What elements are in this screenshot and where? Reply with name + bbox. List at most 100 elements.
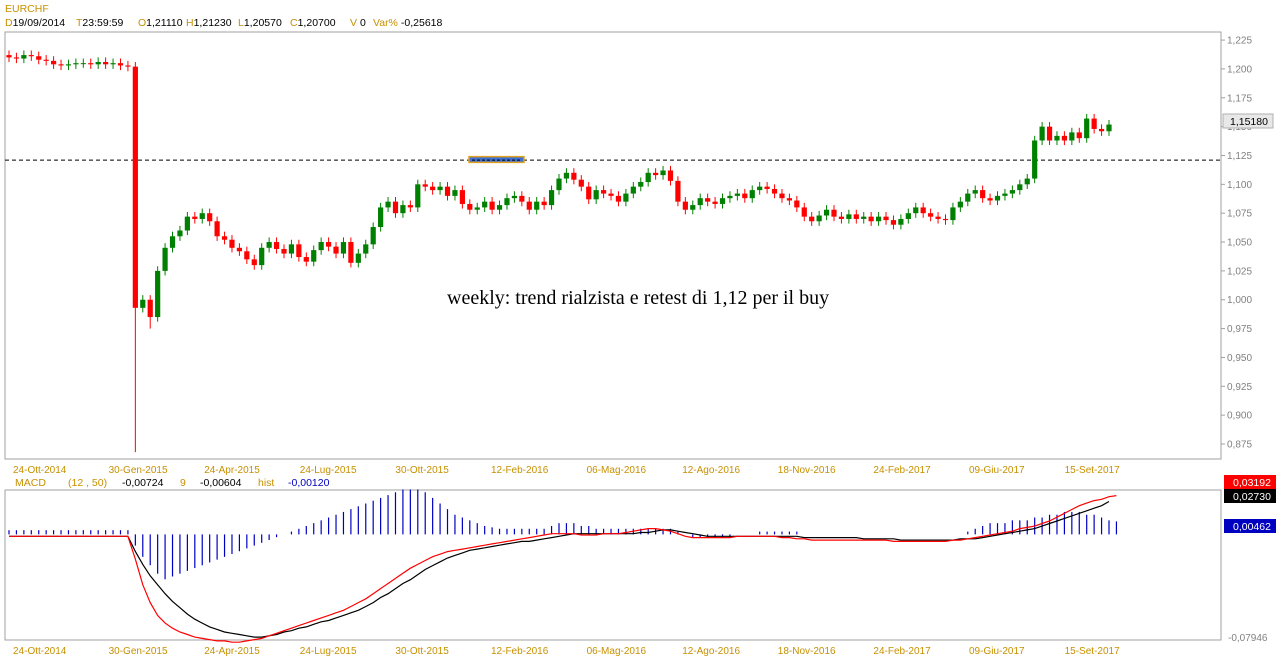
date-label: 24-Lug-2015 xyxy=(300,465,357,476)
candle-body xyxy=(370,227,376,245)
candle-body xyxy=(400,205,406,214)
date-label: 09-Giu-2017 xyxy=(969,465,1025,476)
macd-date-label: 30-Gen-2015 xyxy=(109,646,168,657)
candle-body xyxy=(794,200,800,208)
header-c-label: C xyxy=(290,17,298,29)
candle-body xyxy=(88,63,94,65)
candle-body xyxy=(415,184,421,208)
candle-body xyxy=(1009,190,1015,194)
candle-body xyxy=(251,259,257,266)
candle-body xyxy=(392,201,399,214)
price-tick-label: 1,100 xyxy=(1227,180,1252,191)
candle-body xyxy=(1054,135,1060,141)
candle-body xyxy=(296,244,302,258)
candle-body xyxy=(571,172,577,180)
date-label: 06-Mag-2016 xyxy=(587,465,647,476)
macd-date-label: 24-Apr-2015 xyxy=(204,646,260,657)
candle-body xyxy=(890,220,897,225)
macd-histogram xyxy=(8,489,1118,580)
candle-body xyxy=(221,236,228,240)
macd-date-label: 24-Feb-2017 xyxy=(873,646,931,657)
candle-body xyxy=(861,216,867,219)
candle-body xyxy=(846,214,852,219)
header-d-label: D xyxy=(5,17,13,29)
candle-body xyxy=(125,65,131,67)
candle-body xyxy=(467,203,473,210)
candle-body xyxy=(482,201,488,208)
candle-body xyxy=(28,55,34,57)
candle-body xyxy=(244,251,250,260)
candle-body xyxy=(288,244,295,254)
last-price-label: 1,15180 xyxy=(1230,116,1268,128)
candle-body xyxy=(972,190,978,194)
price-date-axis: 24-Ott-2014 30-Gen-2015 24-Apr-2015 24-Lug-… xyxy=(13,465,1120,476)
candle-body xyxy=(73,63,79,65)
candle-body xyxy=(563,172,570,179)
candle-body xyxy=(868,216,874,222)
price-tick-label: 1,225 xyxy=(1227,36,1252,47)
candle-body xyxy=(764,186,770,189)
candle-body xyxy=(742,193,748,199)
header-h-label: H xyxy=(186,17,194,29)
macd-date-label: 30-Ott-2015 xyxy=(395,646,449,657)
candle-body xyxy=(385,201,391,208)
candle-body xyxy=(214,221,220,237)
candle-body xyxy=(229,239,235,248)
candle-body xyxy=(21,55,27,59)
candle-body xyxy=(363,244,369,254)
candle-body xyxy=(132,66,138,308)
candle-body xyxy=(1046,126,1053,141)
candle-body xyxy=(749,190,755,199)
candle-body xyxy=(623,193,629,202)
candle-body xyxy=(348,242,354,263)
candle-body xyxy=(155,270,161,318)
candle-body xyxy=(378,207,384,228)
date-label: 24-Feb-2017 xyxy=(873,465,931,476)
candle-body xyxy=(140,299,146,308)
candle-body xyxy=(757,186,763,191)
macd-date-axis: 24-Ott-2014 30-Gen-2015 24-Apr-2015 24-Lug-… xyxy=(13,646,1120,657)
candle-body xyxy=(80,63,86,65)
macd-hist-label: hist xyxy=(258,477,274,489)
candle-body xyxy=(110,63,116,65)
candle-body xyxy=(712,201,718,204)
candle-body xyxy=(311,250,317,262)
candle-body xyxy=(1061,135,1068,141)
macd-black-label: 0,02730 xyxy=(1233,491,1271,503)
candle-body xyxy=(1091,118,1097,129)
price-tick-label: 0,975 xyxy=(1227,324,1252,335)
macd-red-label: 0,03192 xyxy=(1233,477,1271,489)
price-tick-label: 1,200 xyxy=(1227,64,1252,75)
candle-body xyxy=(727,195,733,199)
symbol-title: EURCHF xyxy=(5,3,49,15)
candle-body xyxy=(965,193,971,202)
candle-body xyxy=(303,257,309,262)
price-tick-label: 1,175 xyxy=(1227,93,1252,104)
header-open: 1,21110 xyxy=(146,17,183,29)
candle-body xyxy=(875,216,882,222)
candle-body xyxy=(645,172,651,183)
candle-body xyxy=(281,248,287,254)
candle-body xyxy=(192,216,198,219)
candle-body xyxy=(548,190,555,206)
macd-bottom-label: -0,07946 xyxy=(1228,633,1268,644)
candle-body xyxy=(690,205,696,210)
candle-body xyxy=(928,213,934,217)
price-tick-label: 1,025 xyxy=(1227,266,1252,277)
candle-body xyxy=(6,55,12,58)
price-tick-label: 1,075 xyxy=(1227,209,1252,220)
candle-body xyxy=(519,195,525,202)
candle-body xyxy=(593,190,599,200)
candle-body xyxy=(1017,184,1023,191)
candle-body xyxy=(259,247,265,266)
candle-body xyxy=(809,216,815,222)
candle-body xyxy=(452,190,458,196)
macd-date-label: 18-Nov-2016 xyxy=(778,646,836,657)
date-label: 24-Ott-2014 xyxy=(13,465,67,476)
candle-body xyxy=(1039,126,1045,141)
macd-name: MACD xyxy=(15,477,46,489)
header-volume: 0 xyxy=(360,17,366,29)
last-price-box xyxy=(1222,113,1274,129)
candle-body xyxy=(705,198,711,202)
